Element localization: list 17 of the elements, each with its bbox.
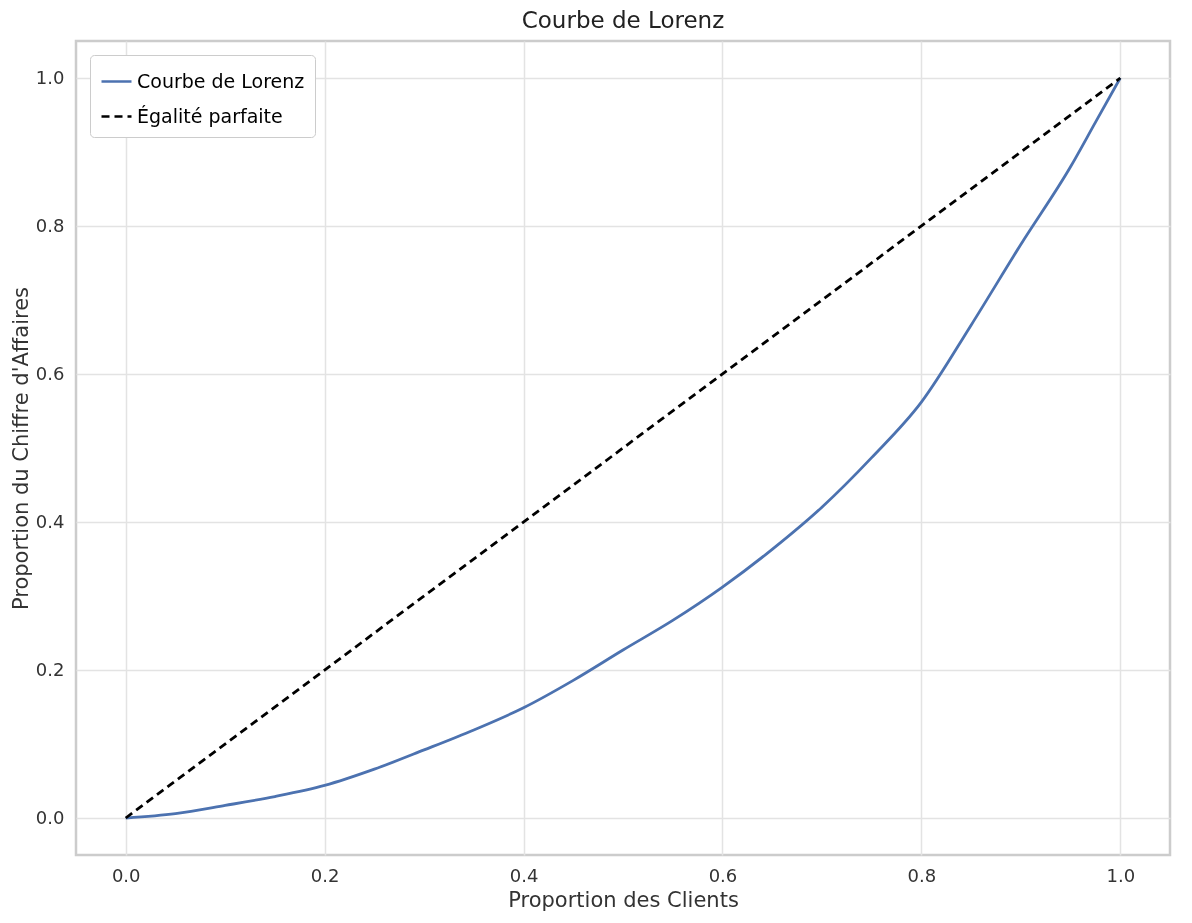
y-axis-title: Proportion du Chiffre d'Affaires [8, 286, 33, 611]
y-tick-label: 0.4 [35, 510, 65, 532]
x-tick-label: 0.2 [310, 864, 340, 886]
y-tick-label: 0.2 [35, 658, 65, 680]
y-tick-label: 0.0 [35, 806, 65, 828]
legend-label: Courbe de Lorenz [137, 69, 305, 92]
x-tick-label: 1.0 [1106, 864, 1136, 886]
x-tick-label: 0.0 [111, 864, 141, 886]
y-tick-label: 0.6 [35, 362, 65, 384]
y-tick-label: 0.8 [35, 214, 65, 236]
x-axis-title: Proportion des Clients [508, 887, 739, 912]
chart-title: Courbe de Lorenz [521, 7, 725, 33]
y-tick-label: 1.0 [35, 66, 65, 88]
x-tick-label: 0.4 [509, 864, 539, 886]
legend-label: Égalité parfaite [137, 104, 283, 127]
x-tick-label: 0.8 [907, 864, 937, 886]
x-tick-label: 0.6 [708, 864, 738, 886]
